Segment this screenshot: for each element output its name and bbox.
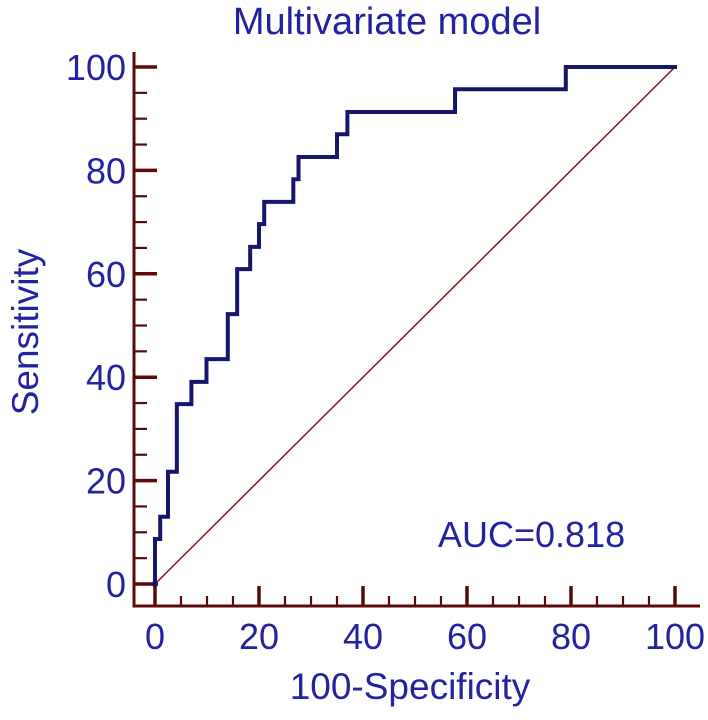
origin-marker [151,580,159,588]
x-axis-title: 100-Specificity [290,666,531,707]
y-axis-title: Sensitivity [5,248,46,415]
tick-labels: 0 20 40 60 80 100 0 20 40 60 80 100 [66,47,705,657]
y-tick-label: 100 [66,47,126,88]
y-tick-label: 20 [86,461,126,502]
x-tick-label: 60 [447,616,487,657]
x-tick-label: 80 [551,616,591,657]
x-tick-label: 100 [645,616,705,657]
x-tick-label: 40 [343,616,383,657]
y-tick-label: 80 [86,150,126,191]
auc-annotation: AUC=0.818 [438,514,625,555]
axis-lines [132,52,700,608]
y-tick-label: 0 [106,564,126,605]
x-tick-label: 20 [239,616,279,657]
y-tick-label: 40 [86,357,126,398]
x-tick-label: 0 [145,616,165,657]
chart-title: Multivariate model [233,1,541,43]
axes [132,52,700,608]
data-series [151,65,677,588]
roc-curve [153,65,677,586]
reference-diagonal-line [154,66,676,585]
y-tick-label: 60 [86,254,126,295]
